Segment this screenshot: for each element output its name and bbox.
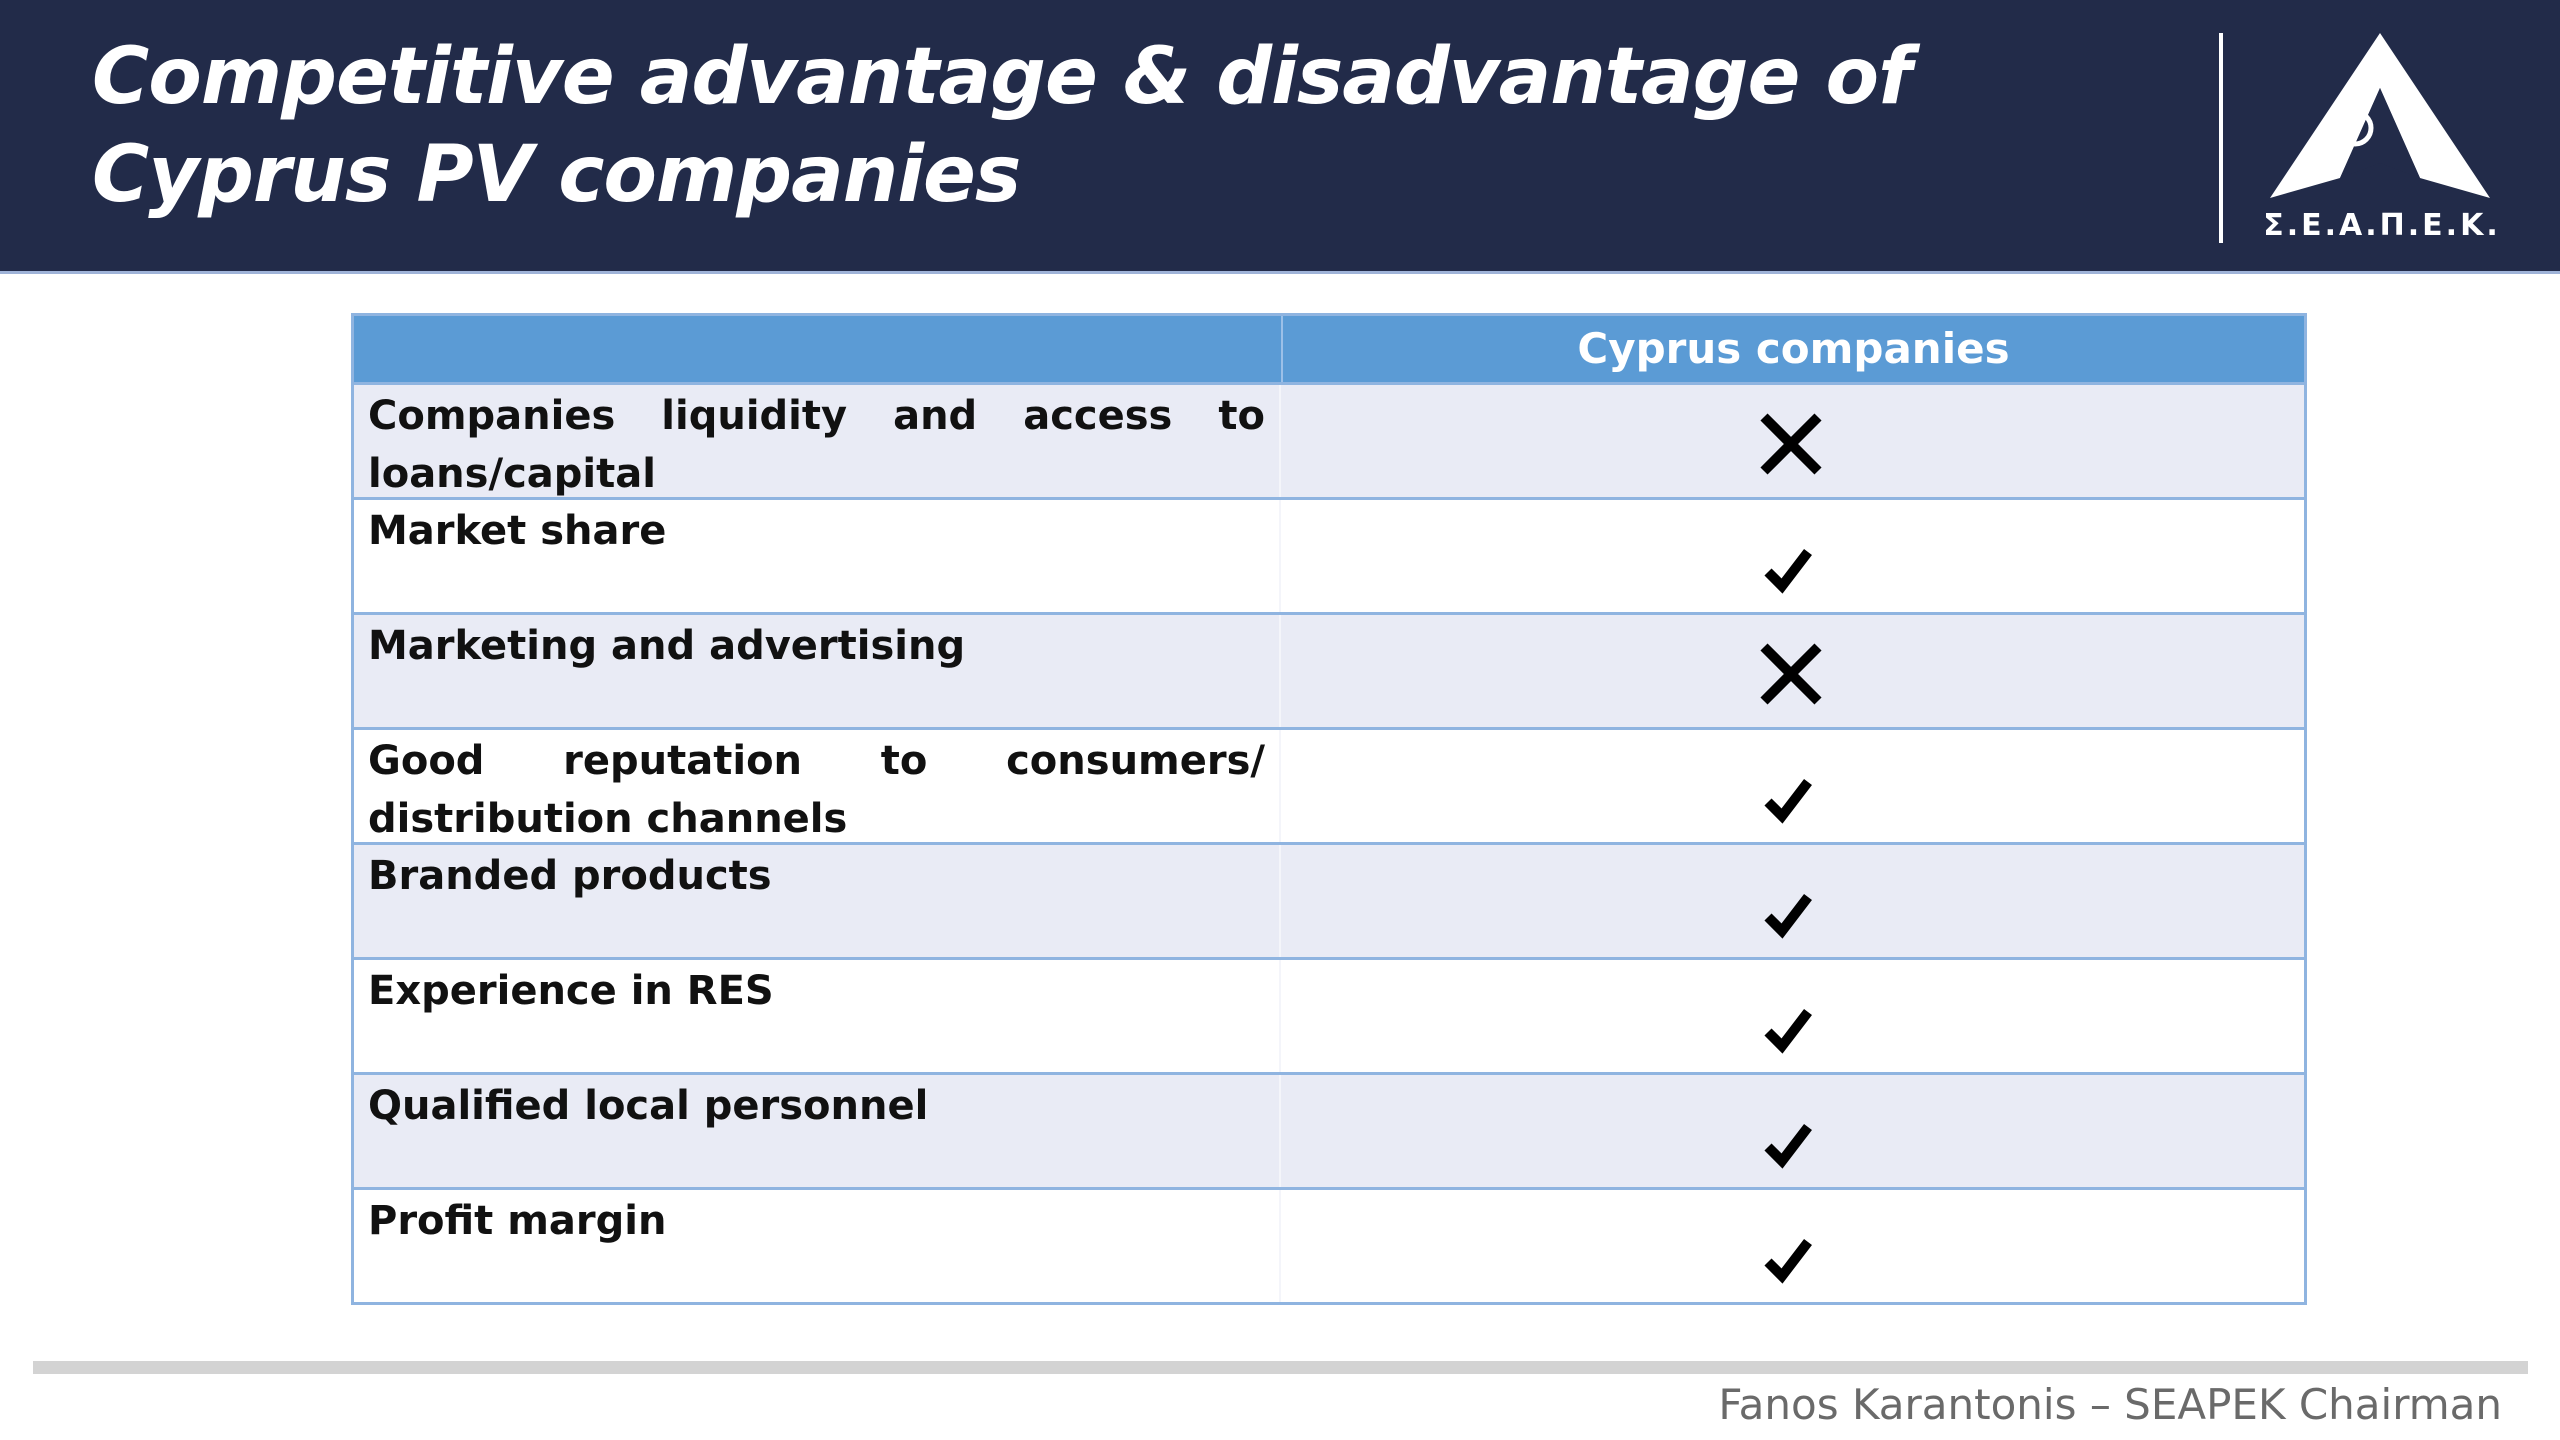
- cross-path: [1760, 413, 1822, 475]
- check-mark: [1764, 548, 1812, 594]
- check-path: [1764, 1238, 1812, 1284]
- table-row: Profit margin: [354, 1187, 2304, 1302]
- footer-text: Fanos Karantonis – SEAPEK Chairman: [1718, 1380, 2502, 1429]
- table-row: Marketing and advertising: [354, 612, 2304, 727]
- logo: [2270, 33, 2490, 198]
- mark-cell: [1281, 615, 2304, 727]
- row-label: Marketing and advertising: [354, 615, 1281, 727]
- mark-cell: [1281, 730, 2304, 842]
- header-band: Competitive advantage & disadvantage of …: [0, 0, 2560, 274]
- check-mark: [1764, 1008, 1812, 1054]
- mark-cell: [1281, 500, 2304, 612]
- mark-cell: [1281, 845, 2304, 957]
- row-label: Companies liquidity and access to loans/…: [354, 385, 1281, 497]
- table-row: Good reputation to consumers/ distributi…: [354, 727, 2304, 842]
- row-label: Market share: [354, 500, 1281, 612]
- table: Cyprus companies Companies liquidity and…: [351, 313, 2307, 1305]
- divider: [2219, 33, 2223, 243]
- check-mark: [1764, 1123, 1812, 1169]
- table-row: Companies liquidity and access to loans/…: [354, 382, 2304, 497]
- header-cell: Cyprus companies: [1577, 324, 2010, 373]
- row-label: Profit margin: [354, 1190, 1281, 1302]
- check-path: [1764, 1008, 1812, 1054]
- title-line: Cyprus PV companies: [92, 130, 1021, 220]
- check-path: [1764, 1123, 1812, 1169]
- table-row: Experience in RES: [354, 957, 2304, 1072]
- row-label: Good reputation to consumers/ distributi…: [354, 730, 1281, 842]
- cross-mark: [1760, 643, 1822, 705]
- table-row: Market share: [354, 497, 2304, 612]
- row-label: Branded products: [354, 845, 1281, 957]
- header-cell: [354, 316, 1283, 382]
- logo-text: Σ.Ε.Α.Π.Ε.Κ.: [2263, 208, 2501, 243]
- table-row: Branded products: [354, 842, 2304, 957]
- mark-cell: [1281, 960, 2304, 1072]
- header-row: Cyprus companies: [354, 316, 2304, 382]
- check-path: [1764, 893, 1812, 939]
- row-label: Qualified local personnel: [354, 1075, 1281, 1187]
- title-line: Competitive advantage & disadvantage of: [92, 32, 1912, 122]
- row-label: Experience in RES: [354, 960, 1281, 1072]
- check-mark: [1764, 778, 1812, 824]
- mark-cell: [1281, 1190, 2304, 1302]
- mark-cell: [1281, 1075, 2304, 1187]
- check-path: [1764, 548, 1812, 594]
- check-path: [1764, 778, 1812, 824]
- footer-line: [33, 1361, 2528, 1374]
- cross-path: [1760, 643, 1822, 705]
- table-row: Qualified local personnel: [354, 1072, 2304, 1187]
- mark-cell: [1281, 385, 2304, 497]
- check-mark: [1764, 1238, 1812, 1284]
- check-mark: [1764, 893, 1812, 939]
- cross-mark: [1760, 413, 1822, 475]
